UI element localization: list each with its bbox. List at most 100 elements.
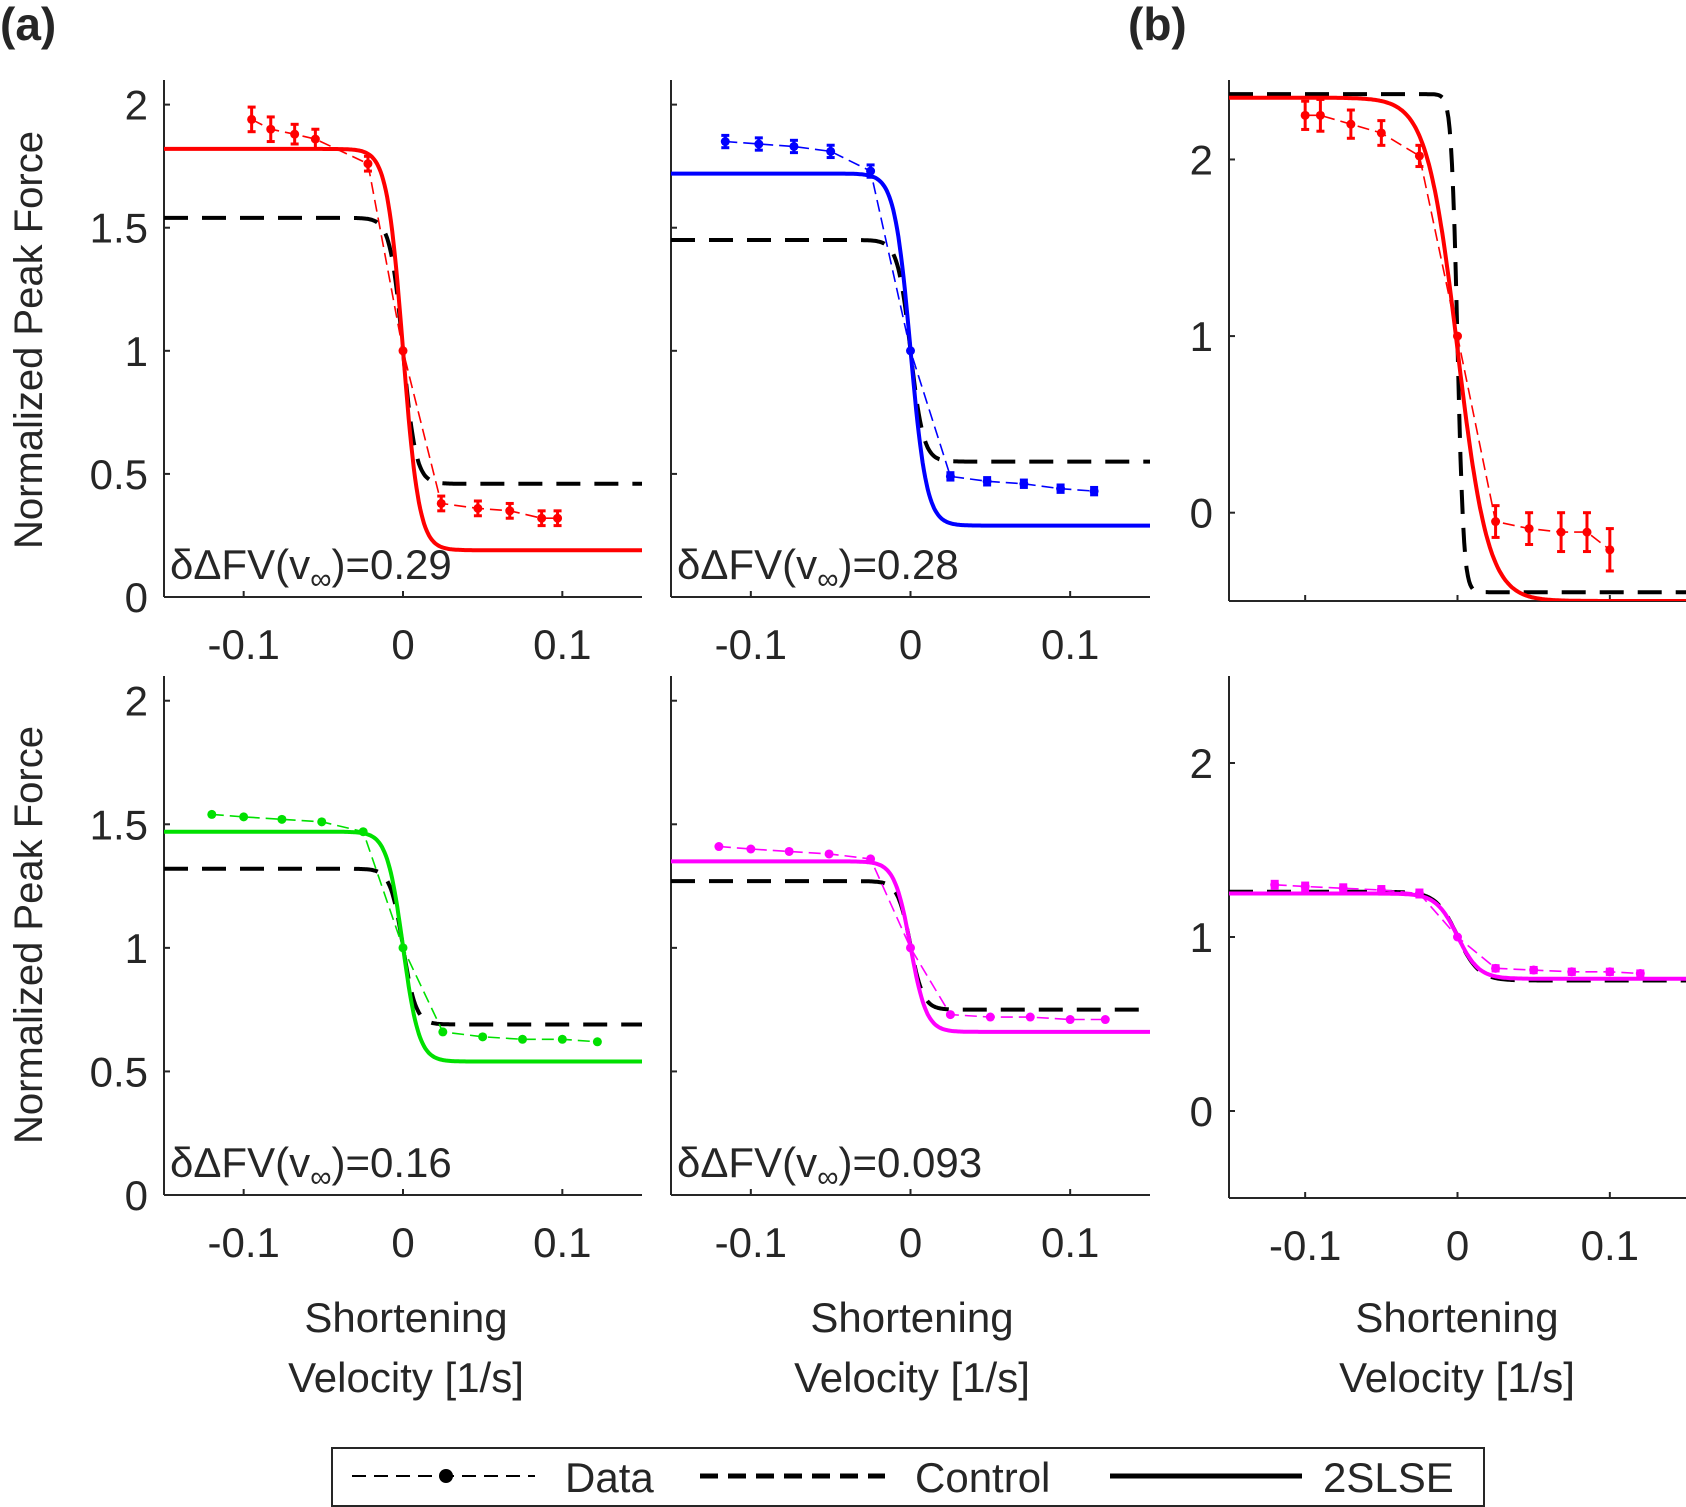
panel-label-a: (a) [0, 0, 56, 50]
data-point [720, 137, 730, 147]
legend-control-label: Control [915, 1454, 1050, 1501]
data-point [557, 1034, 567, 1044]
data-point [1567, 967, 1577, 977]
x-tick-label: 0 [899, 621, 922, 668]
data-point [553, 513, 563, 523]
data-point [239, 812, 249, 822]
legend: Data Control 2SLSE [331, 1447, 1485, 1507]
data-point [1414, 151, 1424, 161]
annotation: δΔFV(v∞)=0.16 [170, 1139, 452, 1194]
x-tick-label: 0.1 [1041, 621, 1099, 668]
data-point [1089, 486, 1099, 496]
x-tick-label: 0.1 [533, 1219, 591, 1266]
data-point [592, 1037, 602, 1047]
y-tick-label: 1 [125, 925, 148, 972]
data-point [1524, 524, 1534, 534]
plot-a-top-left: 0 0.5 1 1.5 2 -0.1 0 0.1 δΔFV(v∞)=0.29 [90, 80, 642, 668]
data-point [317, 817, 327, 827]
data-point [473, 503, 483, 513]
data-point [1338, 883, 1348, 893]
panel-label-b: (b) [1128, 0, 1187, 50]
y-tick-label: 0.5 [90, 1048, 148, 1095]
data-point [1019, 479, 1029, 489]
x-tick-label: 0.1 [1581, 1222, 1639, 1269]
data-point [438, 1027, 448, 1037]
data-point [754, 139, 764, 149]
x-tick-label: 0.1 [1041, 1219, 1099, 1266]
data-point [906, 346, 915, 356]
plot-a-bottom-right: -0.1 0 0.1 δΔFV(v∞)=0.093 [670, 676, 1150, 1266]
y-tick-label: 1 [1190, 313, 1213, 360]
data-line [725, 140, 1095, 492]
data-point [290, 129, 300, 139]
data-point [505, 506, 515, 516]
x-tick-label: 0 [391, 1219, 414, 1266]
x-tick-label: -0.1 [207, 1219, 279, 1266]
data-point [866, 166, 876, 176]
xlabel-mid-line1: Shortening [810, 1294, 1013, 1341]
data-point [1529, 965, 1539, 975]
plot-b-bottom: 0 1 2 -0.1 0 0.1 [1190, 676, 1686, 1269]
xlabel-mid-line2: Velocity [1/s] [794, 1354, 1030, 1401]
x-tick-label: -0.1 [207, 621, 279, 668]
data-point [207, 809, 217, 819]
data-point [714, 842, 724, 852]
ylabel-bottom: Normalized Peak Force [7, 726, 51, 1144]
y-tick-label: 0.5 [90, 451, 148, 498]
plot-curves [164, 809, 642, 1064]
y-tick-label: 0 [1190, 1088, 1213, 1135]
data-point [537, 513, 547, 523]
data-point [784, 846, 794, 856]
data-point [1376, 128, 1386, 138]
xlabel-right-line1: Shortening [1355, 1294, 1558, 1341]
annotation: δΔFV(v∞)=0.093 [677, 1139, 982, 1194]
legend-data-label: Data [565, 1454, 654, 1501]
data-point [906, 943, 915, 953]
y-tick-label: 2 [1190, 136, 1213, 183]
plot-curves [1229, 92, 1686, 601]
data-point [363, 159, 373, 169]
data-point [866, 854, 876, 864]
y-tick-label: 0 [125, 574, 148, 621]
data-point [1300, 882, 1310, 892]
data-point [1491, 517, 1501, 527]
x-tick-label: 0 [899, 1219, 922, 1266]
data-point [1556, 527, 1566, 537]
y-tick-label: 0 [125, 1172, 148, 1219]
plot-b-top: 0 1 2 [1190, 80, 1686, 602]
x-tick-label: -0.1 [715, 1219, 787, 1266]
legend-model-label: 2SLSE [1323, 1454, 1454, 1501]
data-point [1300, 110, 1310, 120]
data-point [982, 476, 992, 486]
data-point [398, 943, 408, 953]
ylabel-top: Normalized Peak Force [7, 131, 51, 549]
data-line [718, 845, 1106, 1021]
data-point [789, 141, 799, 151]
data-point [1605, 967, 1615, 977]
annotation: δΔFV(v∞)=0.28 [677, 541, 959, 596]
data-point [1100, 1015, 1110, 1025]
x-tick-label: 0 [391, 621, 414, 668]
data-point [247, 114, 257, 124]
model-curve [1229, 95, 1686, 601]
data-point [436, 498, 446, 508]
data-point [1453, 331, 1462, 341]
data-point [1376, 885, 1386, 895]
plot-a-bottom-left: 0 0.5 1 1.5 2 -0.1 0 0.1 δΔFV(v∞)=0.16 [90, 676, 642, 1266]
annotation: δΔFV(v∞)=0.29 [170, 541, 452, 596]
data-point [1635, 969, 1645, 979]
data-point [277, 814, 287, 824]
data-point [985, 1012, 995, 1022]
data-point [945, 1010, 955, 1020]
data-point [1605, 545, 1615, 555]
y-tick-label: 1.5 [90, 801, 148, 848]
data-point [1025, 1012, 1035, 1022]
data-point [1315, 110, 1325, 120]
y-tick-label: 1 [125, 328, 148, 375]
data-point [1056, 484, 1066, 494]
plot-curves [164, 105, 642, 553]
data-point [1491, 963, 1501, 973]
y-tick-label: 2 [125, 82, 148, 129]
plots: 0 0.5 1 1.5 2 -0.1 0 0.1 δΔFV(v∞)=0.29 -0.1 0 0.1 δΔ… [90, 80, 1686, 1269]
